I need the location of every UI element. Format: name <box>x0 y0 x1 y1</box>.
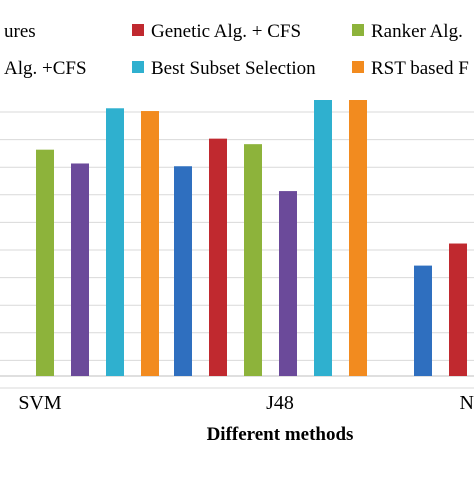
x-axis-label: Different methods <box>207 424 354 445</box>
bar-svm-series-6 <box>141 111 159 376</box>
bar-n-series-1 <box>414 265 432 376</box>
legend-label: Ranker Alg. <box>371 21 463 42</box>
legend-label: RST based F <box>371 58 469 79</box>
bars <box>36 100 467 376</box>
legend-label: Alg. +CFS <box>4 58 87 79</box>
bar-j48-series-2 <box>209 138 227 376</box>
legend: ures Genetic Alg. + CFS Ranker Alg. Alg. +C… <box>4 21 469 79</box>
x-tick-label-svm: SVM <box>18 392 62 414</box>
bar-j48-series-5 <box>314 100 332 376</box>
bar-svm-series-5 <box>106 108 124 376</box>
bar-j48-series-4 <box>279 191 297 376</box>
legend-label: Best Subset Selection <box>151 58 316 79</box>
legend-swatch <box>132 61 144 73</box>
x-tick-label-j48: J48 <box>266 392 294 414</box>
legend-label: Genetic Alg. + CFS <box>151 21 301 42</box>
x-tick-labels: SVM J48 N <box>18 392 474 414</box>
bar-j48-series-3 <box>244 144 262 376</box>
legend-swatch <box>132 24 144 36</box>
legend-label: ures <box>4 21 36 42</box>
bar-svm-series-3 <box>36 149 54 376</box>
bar-n-series-2 <box>449 243 467 376</box>
x-tick-label-n: N <box>460 392 474 414</box>
legend-swatch <box>352 24 364 36</box>
bar-svm-series-4 <box>71 163 89 376</box>
bar-j48-series-6 <box>349 100 367 376</box>
legend-swatch <box>352 61 364 73</box>
bar-j48-series-1 <box>174 166 192 376</box>
